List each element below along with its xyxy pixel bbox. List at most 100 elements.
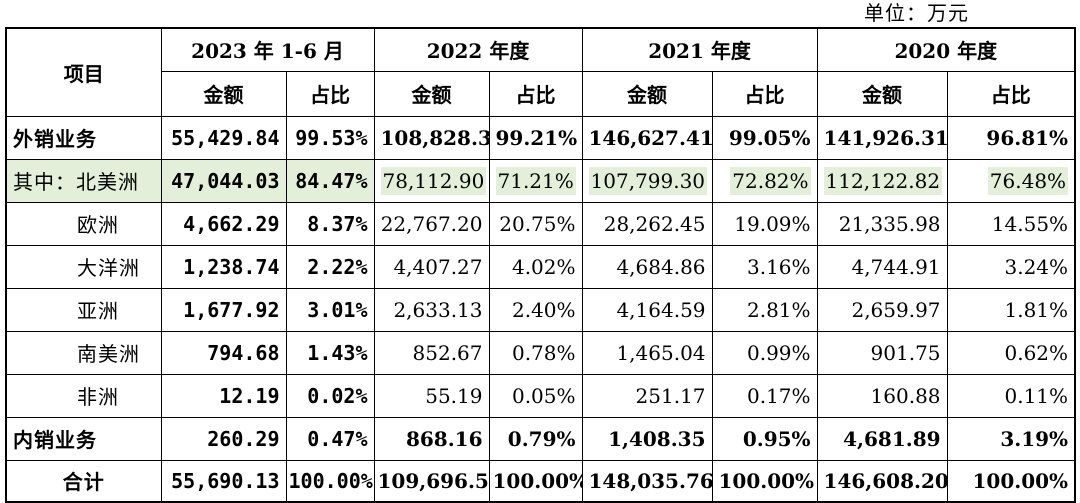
cell-value: 3.24% [946, 244, 1076, 289]
cell-value: 0.78% [488, 330, 583, 375]
cell-value: 1,408.35 [581, 416, 713, 461]
cell-value: 1,465.04 [581, 330, 713, 375]
cell-value: 160.88 [816, 373, 948, 418]
cell-value: 76.48% [946, 158, 1076, 203]
header-amount: 金额 [581, 70, 713, 117]
table-row-europe: 欧洲 4,662.29 8.37% 22,767.20 20.75% 28,26… [5, 201, 1076, 246]
cell-value: 109,696.53 [373, 459, 490, 503]
cell-value: 0.11% [946, 373, 1076, 418]
header-amount: 金额 [160, 70, 287, 117]
cell-value: 20.75% [488, 201, 583, 246]
cell-value: 2,633.13 [373, 287, 490, 332]
cell-value: 55,429.84 [160, 115, 287, 160]
cell-value: 99.53% [285, 115, 375, 160]
cell-value-text: 71.21% [495, 166, 576, 195]
table-row-asia: 亚洲 1,677.92 3.01% 2,633.13 2.40% 4,164.5… [5, 287, 1076, 332]
cell-value: 0.99% [711, 330, 818, 375]
header-ratio: 占比 [285, 70, 375, 117]
cell-value: 100.00% [946, 459, 1076, 503]
cell-value: 1,238.74 [160, 244, 287, 289]
cell-value: 4,681.89 [816, 416, 948, 461]
cell-value: 96.81% [946, 115, 1076, 160]
cell-value: 2.81% [711, 287, 818, 332]
unit-note: 单位：万元 [864, 1, 969, 25]
row-label: 大洋洲 [5, 244, 162, 289]
table-row-oceania: 大洋洲 1,238.74 2.22% 4,407.27 4.02% 4,684.… [5, 244, 1076, 289]
cell-value-text: 72.82% [730, 166, 811, 195]
cell-value: 19.09% [711, 201, 818, 246]
row-label: 外销业务 [5, 115, 162, 160]
header-period-2021: 2021 年度 [581, 27, 818, 72]
header-period-2022: 2022 年度 [373, 27, 583, 72]
cell-value: 4,407.27 [373, 244, 490, 289]
header-row-metrics: 金额 占比 金额 占比 金额 占比 金额 占比 [6, 70, 1076, 117]
header-amount: 金额 [373, 70, 490, 117]
cell-value: 14.55% [946, 201, 1076, 246]
cell-value: 4.02% [488, 244, 583, 289]
cell-value: 55,690.13 [160, 459, 287, 503]
cell-value: 146,627.41 [581, 115, 713, 160]
cell-value: 100.00% [711, 459, 818, 503]
cell-value: 0.62% [946, 330, 1076, 375]
table-row-total: 合计 55,690.13 100.00% 109,696.53 100.00% … [5, 459, 1076, 503]
cell-value: 3.01% [285, 287, 375, 332]
cell-value: 100.00% [488, 459, 583, 503]
cell-value: 84.47% [285, 158, 375, 203]
cell-value: 0.02% [285, 373, 375, 418]
header-amount: 金额 [816, 70, 948, 117]
cell-value-text: 78,112.90 [380, 166, 487, 195]
cell-value: 21,335.98 [816, 201, 948, 246]
table-row-africa: 非洲 12.19 0.02% 55.19 0.05% 251.17 0.17% … [5, 373, 1076, 418]
cell-value: 4,684.86 [581, 244, 713, 289]
table-row-south-america: 南美洲 794.68 1.43% 852.67 0.78% 1,465.04 0… [5, 330, 1076, 375]
cell-value: 901.75 [816, 330, 948, 375]
revenue-by-region-table: 项目 2023 年 1-6 月 2022 年度 2021 年度 2020 年度 … [5, 27, 1077, 503]
cell-value: 260.29 [160, 416, 287, 461]
cell-value: 0.47% [285, 416, 375, 461]
row-label: 欧洲 [5, 201, 162, 246]
cell-value: 78,112.90 [373, 158, 490, 203]
cell-value: 100.00% [285, 459, 375, 503]
cell-value: 12.19 [160, 373, 287, 418]
cell-value: 251.17 [581, 373, 713, 418]
cell-value: 2,659.97 [816, 287, 948, 332]
cell-value: 1.43% [285, 330, 375, 375]
cell-value: 148,035.76 [581, 459, 713, 503]
cell-value: 0.17% [711, 373, 818, 418]
cell-value: 3.19% [946, 416, 1076, 461]
header-ratio: 占比 [488, 70, 583, 117]
cell-value: 1,677.92 [160, 287, 287, 332]
cell-value: 47,044.03 [160, 158, 287, 203]
row-label: 其中：北美洲 [5, 158, 162, 203]
cell-value: 0.05% [488, 373, 583, 418]
cell-value: 107,799.30 [581, 158, 713, 203]
header-period-2023h1: 2023 年 1-6 月 [160, 27, 375, 72]
cell-value: 146,608.20 [816, 459, 948, 503]
cell-value: 22,767.20 [373, 201, 490, 246]
row-label: 非洲 [5, 373, 162, 418]
cell-value: 852.67 [373, 330, 490, 375]
header-row-periods: 项目 2023 年 1-6 月 2022 年度 2021 年度 2020 年度 [5, 27, 1076, 117]
cell-value: 8.37% [285, 201, 375, 246]
cell-value: 112,122.82 [816, 158, 948, 203]
cell-value: 141,926.31 [816, 115, 948, 160]
table-row-domestic: 内销业务 260.29 0.47% 868.16 0.79% 1,408.35 … [5, 416, 1076, 461]
header-item: 项目 [5, 27, 162, 117]
cell-value: 99.05% [711, 115, 818, 160]
cell-value: 4,744.91 [816, 244, 948, 289]
cell-value: 1.81% [946, 287, 1076, 332]
cell-value: 794.68 [160, 330, 287, 375]
table-row-north-america: 其中：北美洲 47,044.03 84.47% 78,112.90 71.21%… [5, 158, 1076, 203]
cell-value: 72.82% [711, 158, 818, 203]
cell-value: 3.16% [711, 244, 818, 289]
row-label: 内销业务 [5, 416, 162, 461]
header-period-2020: 2020 年度 [816, 27, 1076, 72]
header-ratio: 占比 [711, 70, 818, 117]
cell-value: 99.21% [488, 115, 583, 160]
cell-value-text: 112,122.82 [823, 166, 943, 195]
header-ratio: 占比 [946, 70, 1076, 117]
cell-value: 0.79% [488, 416, 583, 461]
cell-value: 108,828.36 [373, 115, 490, 160]
cell-value: 868.16 [373, 416, 490, 461]
row-label: 亚洲 [5, 287, 162, 332]
